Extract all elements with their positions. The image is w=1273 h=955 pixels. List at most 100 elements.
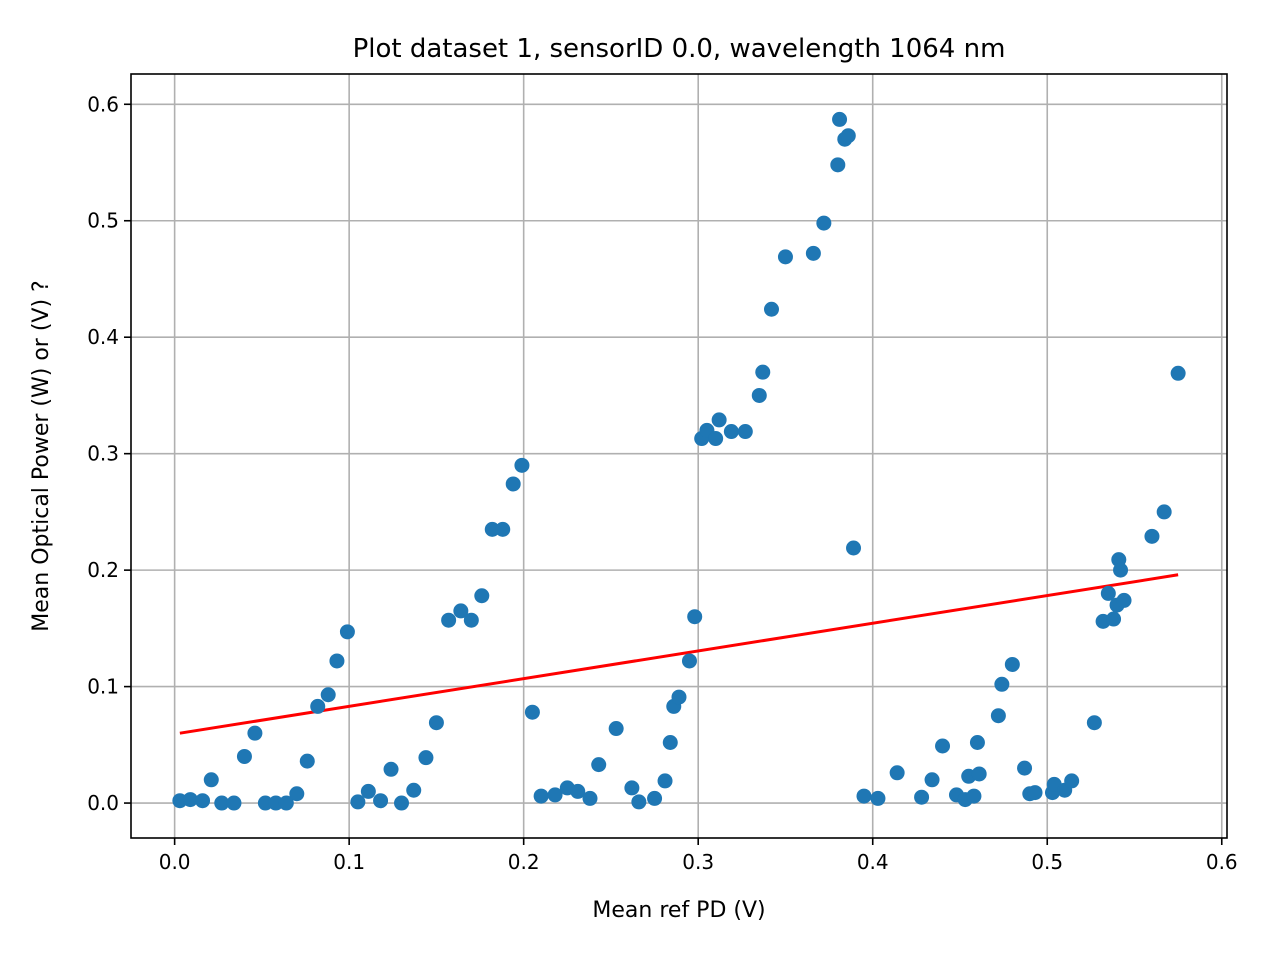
data-point — [484, 521, 500, 537]
data-point — [681, 653, 697, 669]
data-point — [711, 412, 727, 428]
data-point — [763, 301, 779, 317]
data-point — [816, 215, 832, 231]
y-tick-label: 0.6 — [87, 92, 119, 116]
data-point — [257, 795, 273, 811]
data-point — [514, 457, 530, 473]
scatter-points — [172, 111, 1186, 811]
y-tick-label: 0.1 — [87, 675, 119, 699]
x-axis-label: Mean ref PD (V) — [592, 898, 765, 923]
data-point — [320, 687, 336, 703]
x-tick-label: 0.0 — [159, 850, 191, 874]
data-point — [870, 790, 886, 806]
data-point — [751, 387, 767, 403]
grid — [131, 74, 1227, 838]
data-point — [924, 772, 940, 788]
data-point — [463, 612, 479, 628]
data-point — [840, 128, 856, 144]
data-point — [195, 793, 211, 809]
data-point — [631, 794, 647, 810]
data-point — [889, 765, 905, 781]
data-point — [624, 780, 640, 796]
data-point — [856, 788, 872, 804]
data-point — [805, 245, 821, 261]
data-point — [708, 431, 724, 447]
data-point — [1086, 715, 1102, 731]
data-point — [657, 773, 673, 789]
data-point — [524, 704, 540, 720]
data-point — [647, 790, 663, 806]
data-point — [214, 795, 230, 811]
data-point — [1027, 785, 1043, 801]
data-point — [846, 540, 862, 556]
data-point — [268, 795, 284, 811]
data-point — [737, 424, 753, 440]
data-point — [966, 788, 982, 804]
data-point — [1004, 656, 1020, 672]
data-point — [671, 689, 687, 705]
chart-title: Plot dataset 1, sensorID 0.0, wavelength… — [353, 34, 1006, 64]
y-tick-label: 0.3 — [87, 442, 119, 466]
data-point — [418, 750, 434, 766]
data-point — [582, 790, 598, 806]
data-point — [247, 725, 263, 741]
data-point — [373, 793, 389, 809]
data-point — [1116, 592, 1132, 608]
data-point — [969, 735, 985, 750]
data-point — [570, 783, 586, 799]
x-tick-label: 0.1 — [333, 850, 365, 874]
data-point — [441, 612, 457, 628]
data-point — [1156, 504, 1172, 520]
x-tick-label: 0.5 — [1031, 850, 1063, 874]
y-tick-label: 0.5 — [87, 209, 119, 233]
data-point — [1064, 773, 1080, 789]
y-axis-label: Mean Optical Power (W) or (V) ? — [29, 280, 54, 631]
data-point — [474, 588, 490, 604]
data-point — [1144, 528, 1160, 544]
data-point — [360, 783, 376, 799]
axes-frame — [130, 73, 1228, 839]
data-point — [914, 789, 930, 805]
data-point — [687, 609, 703, 625]
y-axis-ticks: 0.0 0.1 0.2 0.3 0.4 0.5 0.6 — [87, 92, 131, 815]
data-point — [383, 761, 399, 777]
x-tick-label: 0.6 — [1206, 850, 1238, 874]
data-point — [547, 787, 563, 803]
data-point — [755, 364, 771, 380]
data-point — [662, 735, 678, 750]
x-axis-ticks: 0.0 0.1 0.2 0.3 0.4 0.5 0.6 — [159, 838, 1238, 874]
data-point — [591, 757, 607, 773]
data-point — [428, 715, 444, 731]
data-point — [1113, 562, 1129, 578]
data-point — [182, 792, 198, 808]
data-point — [226, 795, 242, 811]
data-point — [608, 721, 624, 737]
data-point — [329, 653, 345, 669]
data-point — [533, 788, 549, 804]
data-point — [777, 249, 793, 265]
data-point — [1106, 611, 1122, 627]
data-point — [278, 795, 294, 811]
data-point — [830, 157, 846, 173]
y-tick-label: 0.4 — [87, 325, 119, 349]
x-tick-label: 0.4 — [857, 850, 889, 874]
data-point — [350, 794, 366, 810]
data-point — [994, 676, 1010, 692]
x-tick-label: 0.3 — [682, 850, 714, 874]
y-tick-label: 0.2 — [87, 558, 119, 582]
data-point — [832, 111, 848, 127]
data-point — [289, 786, 305, 802]
data-point — [406, 782, 422, 798]
fit-line — [179, 573, 1179, 735]
data-point — [453, 603, 469, 619]
data-point — [310, 698, 326, 714]
data-point — [1100, 585, 1116, 601]
data-point — [1017, 760, 1033, 776]
data-point — [495, 521, 511, 537]
data-point — [723, 424, 739, 440]
data-point — [236, 748, 252, 764]
data-point — [971, 766, 987, 782]
data-point — [339, 624, 355, 640]
